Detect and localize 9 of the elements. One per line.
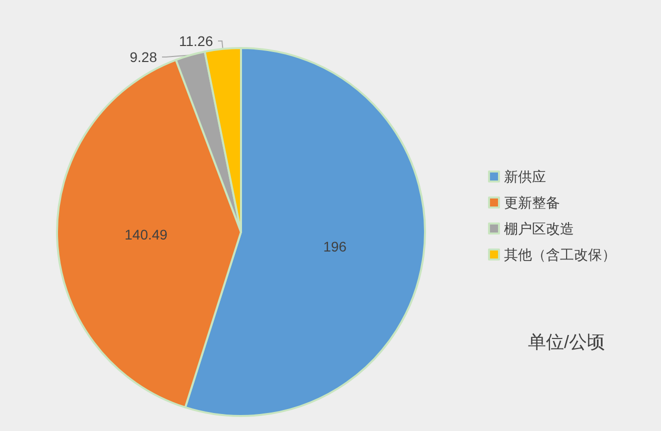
legend-label: 更新整备 [504,194,560,210]
legend-label: 新供应 [504,168,546,184]
text: 单位/公顷 [528,332,606,352]
legend-label: 棚户区改造 [504,220,574,236]
data-label: 140.49 [124,226,168,243]
data-label: 11.26 [179,32,214,49]
legend-label: 其他（含工改保） [504,246,616,262]
data-label: 196 [323,238,347,255]
data-label: 9.28 [130,48,158,65]
